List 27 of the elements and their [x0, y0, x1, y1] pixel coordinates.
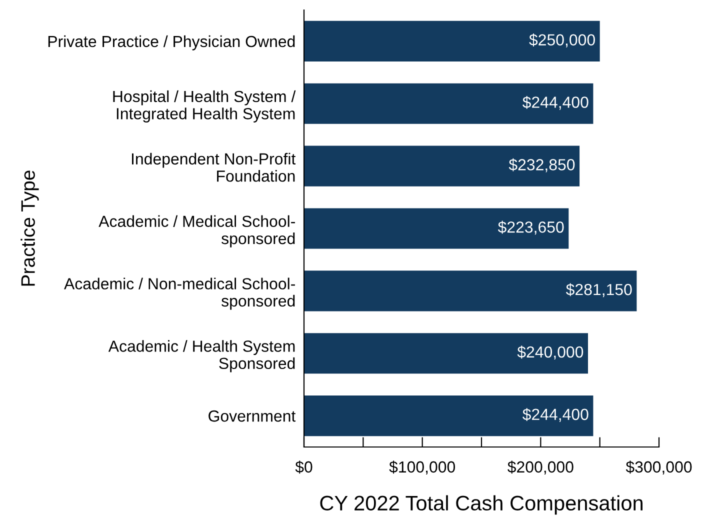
x-axis-title: CY 2022 Total Cash Compensation [320, 495, 642, 515]
x-tick-label: $300,000 [626, 460, 692, 475]
data-label: $281,150 [566, 283, 632, 298]
y-tick-label: Independent Non-Profit Foundation [132, 152, 296, 182]
bar [304, 333, 588, 374]
data-label: $232,850 [508, 158, 575, 172]
bar [304, 20, 600, 62]
x-tick-label: $0 [295, 460, 312, 474]
data-label: $240,000 [517, 346, 584, 360]
x-tick-label: $100,000 [389, 460, 456, 475]
y-axis-title: Practice Type [20, 170, 39, 286]
bar [304, 208, 569, 249]
y-tick-label: Academic / Non-medical School- sponsored [64, 278, 295, 310]
y-tick-label: Academic / Medical School- sponsored [98, 215, 295, 248]
bar [304, 146, 580, 186]
data-label: $250,000 [529, 34, 595, 48]
data-label: $223,650 [498, 220, 564, 235]
x-tick-label: $200,000 [508, 460, 574, 475]
y-tick-label: Private Practice / Physician Owned [48, 35, 295, 50]
bar [304, 270, 637, 312]
bar [304, 83, 594, 124]
bar [304, 395, 594, 436]
y-tick-label: Academic / Health System Sponsored [108, 340, 295, 372]
y-tick-label: Government [208, 410, 296, 422]
data-label: $244,400 [522, 96, 588, 110]
y-tick-label: Hospital / Health System / Integrated Health System [113, 90, 296, 123]
data-label: $244,400 [522, 408, 588, 422]
